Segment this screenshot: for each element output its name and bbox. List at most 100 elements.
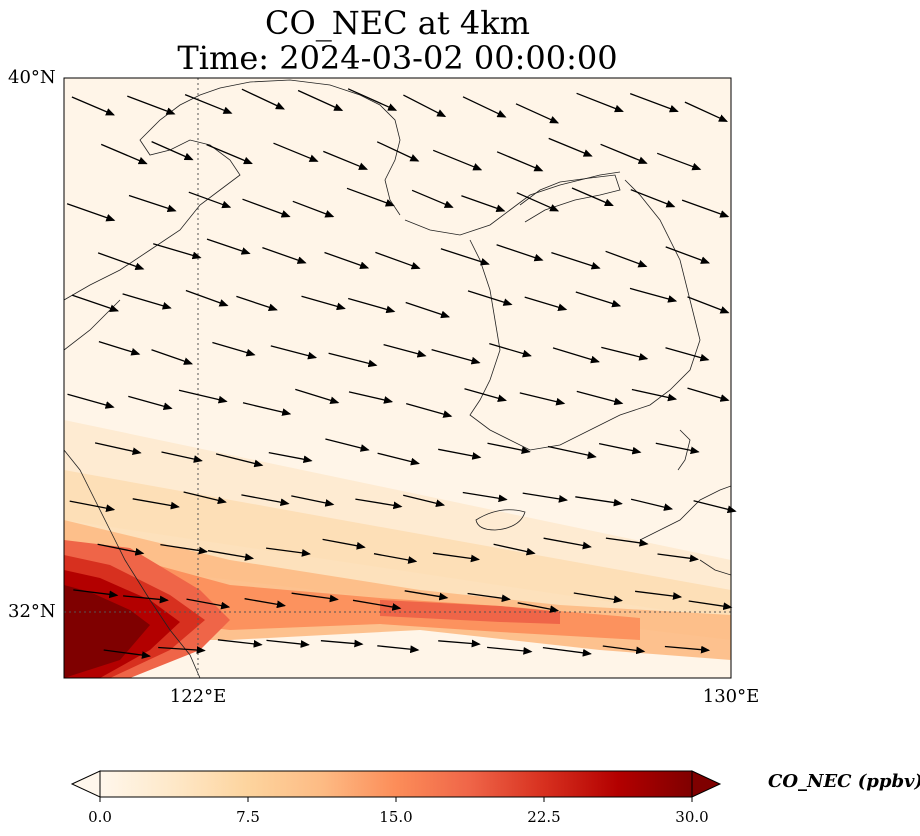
wind-arrow xyxy=(241,88,285,110)
wind-arrow xyxy=(575,291,622,308)
wind-arrow xyxy=(542,646,592,657)
wind-arrow xyxy=(571,187,614,207)
wind-arrow xyxy=(242,198,291,218)
map-frame xyxy=(63,77,732,679)
wind-arrow xyxy=(547,445,597,459)
wind-arrow xyxy=(551,251,601,270)
wind-arrow xyxy=(153,243,202,260)
lon-label-122e: 122°E xyxy=(169,686,227,707)
wind-arrow xyxy=(292,200,335,218)
wind-arrow xyxy=(215,453,264,468)
wind-arrow xyxy=(515,103,560,124)
wind-arrow xyxy=(184,93,233,114)
wind-arrow xyxy=(489,342,532,358)
colorbar-tick-4: 30.0 xyxy=(675,808,709,826)
wind-arrow xyxy=(406,402,453,418)
wind-arrow xyxy=(576,92,624,113)
wind-arrow xyxy=(236,295,278,312)
wind-arrow xyxy=(241,494,290,507)
wind-arrow xyxy=(324,251,370,269)
wind-arrow xyxy=(132,498,180,510)
wind-arrow xyxy=(128,395,173,411)
wind-arrow xyxy=(575,496,623,507)
lat-label-32n: 32°N xyxy=(8,601,56,622)
map-title-line1: CO_NEC at 4km xyxy=(265,4,530,42)
wind-arrow xyxy=(605,250,648,268)
wind-arrow xyxy=(270,345,318,360)
wind-arrow xyxy=(405,301,451,319)
wind-arrow xyxy=(681,199,730,218)
wind-arrow xyxy=(67,393,115,409)
wind-arrow xyxy=(71,294,120,312)
wind-arrow xyxy=(517,602,560,613)
wind-arrow xyxy=(262,246,307,264)
wind-arrow xyxy=(522,492,568,503)
wind-arrow xyxy=(543,537,592,550)
wind-arrow xyxy=(348,391,394,404)
wind-arrow xyxy=(493,543,536,556)
wind-arrow xyxy=(97,543,145,556)
wind-arrow xyxy=(348,297,396,314)
wind-arrow xyxy=(464,388,507,403)
wind-arrow xyxy=(375,251,421,270)
wind-arrow xyxy=(630,498,674,511)
colorbar-tick-0: 0.0 xyxy=(88,808,112,826)
wind-arrow xyxy=(635,590,683,600)
wind-arrow xyxy=(462,96,507,118)
wind-arrow xyxy=(629,92,679,113)
lat-label-40n: 40°N xyxy=(8,67,56,88)
wind-arrow xyxy=(97,252,145,271)
wind-arrow xyxy=(548,137,593,157)
wind-arrow xyxy=(496,151,544,172)
wind-arrow xyxy=(244,598,286,609)
wind-arrow xyxy=(600,143,648,164)
wind-arrow xyxy=(467,592,511,603)
wind-arrow xyxy=(320,639,364,648)
wind-arrow xyxy=(183,491,227,505)
wind-arrow xyxy=(629,287,678,303)
wind-arrow xyxy=(346,187,395,207)
wind-arrow xyxy=(438,448,482,460)
wind-arrow xyxy=(467,290,513,306)
wind-arrow xyxy=(431,348,481,365)
wind-arrow xyxy=(461,195,506,212)
wind-arrow xyxy=(352,599,402,611)
wind-arrow xyxy=(66,203,116,222)
wind-arrow xyxy=(266,547,311,557)
wind-arrow xyxy=(655,442,700,455)
colorbar-tick-3: 22.5 xyxy=(527,808,561,826)
wind-arrows xyxy=(66,88,737,659)
wind-arrow xyxy=(347,88,398,111)
wind-arrow xyxy=(552,347,600,364)
wind-arrow xyxy=(73,589,119,599)
wind-arrow xyxy=(301,295,346,311)
lon-label-130e: 130°E xyxy=(702,686,760,707)
wind-arrow xyxy=(376,141,420,162)
wind-arrow xyxy=(291,592,339,603)
wind-arrow xyxy=(404,590,449,601)
wind-arrow xyxy=(630,189,676,208)
wind-arrow xyxy=(519,392,566,406)
wind-arrow xyxy=(516,192,560,212)
wind-arrow xyxy=(693,500,737,514)
wind-arrow xyxy=(605,537,649,547)
wind-arrow xyxy=(432,552,480,563)
wind-arrow xyxy=(160,543,208,555)
wind-arrow xyxy=(328,352,378,368)
wind-arrow xyxy=(185,289,229,307)
wind-arrow xyxy=(573,592,623,604)
wind-arrow xyxy=(273,142,319,162)
wind-arrow xyxy=(496,244,544,262)
wind-arrow xyxy=(601,346,649,361)
wind-arrow xyxy=(322,538,366,550)
wind-arrow xyxy=(487,646,533,655)
wind-arrow xyxy=(207,550,255,561)
wind-arrow xyxy=(524,296,568,311)
wind-arrow xyxy=(377,452,420,466)
colorbar-tick-2: 15.0 xyxy=(379,808,413,826)
wind-arrow xyxy=(411,189,454,208)
wind-arrow xyxy=(684,101,728,122)
wind-arrow xyxy=(123,595,169,604)
wind-arrow xyxy=(158,646,206,654)
